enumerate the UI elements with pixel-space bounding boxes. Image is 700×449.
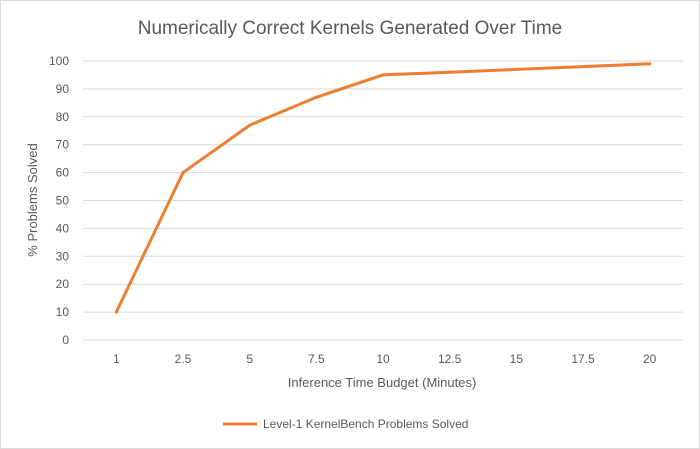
x-tick-label: 17.5 xyxy=(571,352,595,366)
y-tick-label: 20 xyxy=(56,277,70,291)
gridlines xyxy=(83,60,683,341)
legend: Level-1 KernelBench Problems Solved xyxy=(223,417,468,431)
data-point xyxy=(448,70,452,74)
chart-title: Numerically Correct Kernels Generated Ov… xyxy=(138,18,562,39)
y-tick-label: 70 xyxy=(56,138,70,152)
y-tick-label: 0 xyxy=(62,333,69,347)
data-point xyxy=(114,310,118,314)
x-tick-label: 7.5 xyxy=(308,352,325,366)
x-tick-label: 2.5 xyxy=(175,352,192,366)
data-point xyxy=(648,62,652,66)
data-point xyxy=(181,171,185,175)
data-point xyxy=(381,73,385,77)
data-point xyxy=(514,67,518,71)
y-tick-label: 90 xyxy=(56,82,70,96)
y-tick-label: 80 xyxy=(56,110,70,124)
data-point xyxy=(248,123,252,127)
series-line-0 xyxy=(114,62,652,314)
x-tick-label: 1 xyxy=(113,352,120,366)
x-tick-label: 12.5 xyxy=(438,352,462,366)
y-axis-ticks: 0 10 20 30 40 50 60 70 80 90 100 xyxy=(49,54,69,347)
x-axis-ticks: 1 2.5 5 7.5 10 12.5 15 17.5 20 xyxy=(113,352,657,366)
x-axis-title: Inference Time Budget (Minutes) xyxy=(288,375,477,390)
x-tick-label: 20 xyxy=(643,352,657,366)
y-tick-label: 10 xyxy=(56,305,70,319)
y-tick-label: 50 xyxy=(56,194,70,208)
y-tick-label: 60 xyxy=(56,166,70,180)
x-tick-label: 5 xyxy=(246,352,253,366)
legend-label: Level-1 KernelBench Problems Solved xyxy=(263,417,468,431)
y-tick-label: 40 xyxy=(56,221,70,235)
data-point xyxy=(314,95,318,99)
y-tick-label: 100 xyxy=(49,54,69,68)
series-group xyxy=(114,62,652,314)
data-point xyxy=(581,65,585,69)
x-tick-label: 15 xyxy=(510,352,524,366)
x-tick-label: 10 xyxy=(376,352,390,366)
y-tick-label: 30 xyxy=(56,249,70,263)
y-axis-title: % Problems Solved xyxy=(25,143,40,256)
